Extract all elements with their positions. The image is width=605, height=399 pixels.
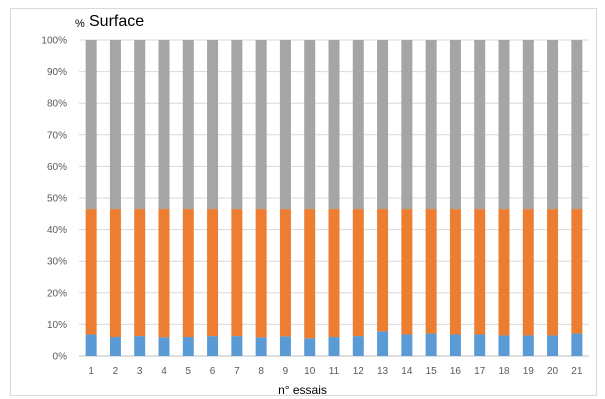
bar-segment xyxy=(182,337,194,356)
bar-segment xyxy=(522,40,534,210)
x-tick-label: 9 xyxy=(283,366,289,377)
y-tick-label: 100% xyxy=(41,36,67,47)
bar-segment xyxy=(377,331,389,356)
y-tick-label: 70% xyxy=(47,130,67,141)
bar-segment xyxy=(85,40,97,210)
bar-segment xyxy=(158,337,170,356)
bar-segment xyxy=(449,40,461,210)
bar-segment xyxy=(328,209,340,338)
x-tick-label: 10 xyxy=(304,366,316,377)
bar-segment xyxy=(449,209,461,335)
x-tick-label: 1 xyxy=(88,366,94,377)
y-tick-label: 20% xyxy=(47,288,67,299)
x-tick-label: 16 xyxy=(450,366,462,377)
bar-segment xyxy=(109,337,121,356)
bar-segment xyxy=(474,334,486,356)
bar-segment xyxy=(231,40,243,210)
y-tick-label: 90% xyxy=(47,67,67,78)
bar-segment xyxy=(547,40,559,210)
bar-segment xyxy=(207,40,219,210)
bar-segment xyxy=(304,338,316,356)
bar-segment xyxy=(474,40,486,210)
x-tick-label: 21 xyxy=(571,366,583,377)
bar-segment xyxy=(207,209,219,337)
bar-segment xyxy=(134,336,146,356)
x-tick-label: 15 xyxy=(426,366,438,377)
x-tick-label: 2 xyxy=(113,366,119,377)
bar-segment xyxy=(571,40,583,210)
x-tick-label: 7 xyxy=(234,366,240,377)
y-tick-label: 40% xyxy=(47,225,67,236)
bar-segment xyxy=(328,337,340,356)
y-tick-label: 0% xyxy=(53,352,68,363)
bar-segment xyxy=(522,335,534,356)
bar-segment xyxy=(109,209,121,338)
x-tick-label: 20 xyxy=(547,366,559,377)
x-tick-label: 6 xyxy=(210,366,216,377)
bar-segment xyxy=(158,209,170,338)
bar-segment xyxy=(231,336,243,356)
bar-segment xyxy=(352,336,364,356)
bar-segment xyxy=(328,40,340,210)
bar-segment xyxy=(571,209,583,334)
bar-segment xyxy=(158,40,170,210)
x-tick-label: 5 xyxy=(186,366,192,377)
bar-segment xyxy=(279,336,291,356)
y-tick-label: 50% xyxy=(47,194,67,205)
bar-segment xyxy=(522,209,534,336)
bar-segment xyxy=(279,209,291,337)
bar-segment xyxy=(182,40,194,210)
x-tick-label: 12 xyxy=(353,366,365,377)
bar-segment xyxy=(425,333,437,356)
x-axis-label: n° essais xyxy=(278,383,327,397)
bar-segment xyxy=(474,209,486,335)
bar-segment xyxy=(352,40,364,210)
x-tick-label: 8 xyxy=(258,366,264,377)
bar-segment xyxy=(377,40,389,210)
x-tick-label: 19 xyxy=(523,366,535,377)
y-tick-label: 10% xyxy=(47,320,67,331)
bar-segment xyxy=(547,209,559,336)
bar-segment xyxy=(401,40,413,210)
bar-segment xyxy=(85,209,97,335)
y-tick-label: 80% xyxy=(47,99,67,110)
bar-segment xyxy=(401,209,413,335)
bar-segment xyxy=(571,333,583,356)
bar-segment xyxy=(498,209,510,336)
bar-segment xyxy=(425,40,437,210)
bar-segment xyxy=(207,336,219,356)
bar-segment xyxy=(547,335,559,356)
x-tick-label: 3 xyxy=(137,366,143,377)
bar-segment xyxy=(134,40,146,210)
bar-segment xyxy=(304,40,316,210)
bar-segment xyxy=(255,337,267,356)
chart-title-prefix: % xyxy=(75,18,85,30)
y-tick-label: 60% xyxy=(47,162,67,173)
bar-segment xyxy=(401,334,413,356)
x-tick-label: 14 xyxy=(401,366,413,377)
bar-segment xyxy=(255,209,267,338)
x-tick-label: 4 xyxy=(161,366,167,377)
bar-segment xyxy=(109,40,121,210)
x-tick-label: 18 xyxy=(498,366,510,377)
bar-segment xyxy=(304,209,316,339)
bar-segment xyxy=(85,334,97,356)
bar-segment xyxy=(425,209,437,334)
x-tick-label: 13 xyxy=(377,366,389,377)
bar-segment xyxy=(231,209,243,337)
bar-segment xyxy=(498,40,510,210)
chart-title: Surface xyxy=(89,13,145,30)
bar-segment xyxy=(255,40,267,210)
bar-segment xyxy=(449,334,461,356)
bar-segment xyxy=(352,209,364,337)
bar-segment xyxy=(134,209,146,337)
bar-segment xyxy=(182,209,194,338)
bar-segment xyxy=(498,335,510,356)
x-tick-label: 17 xyxy=(474,366,486,377)
bar-segment xyxy=(279,40,291,210)
bar-segment xyxy=(377,209,389,332)
x-tick-label: 11 xyxy=(329,366,340,377)
y-tick-label: 30% xyxy=(47,257,67,268)
